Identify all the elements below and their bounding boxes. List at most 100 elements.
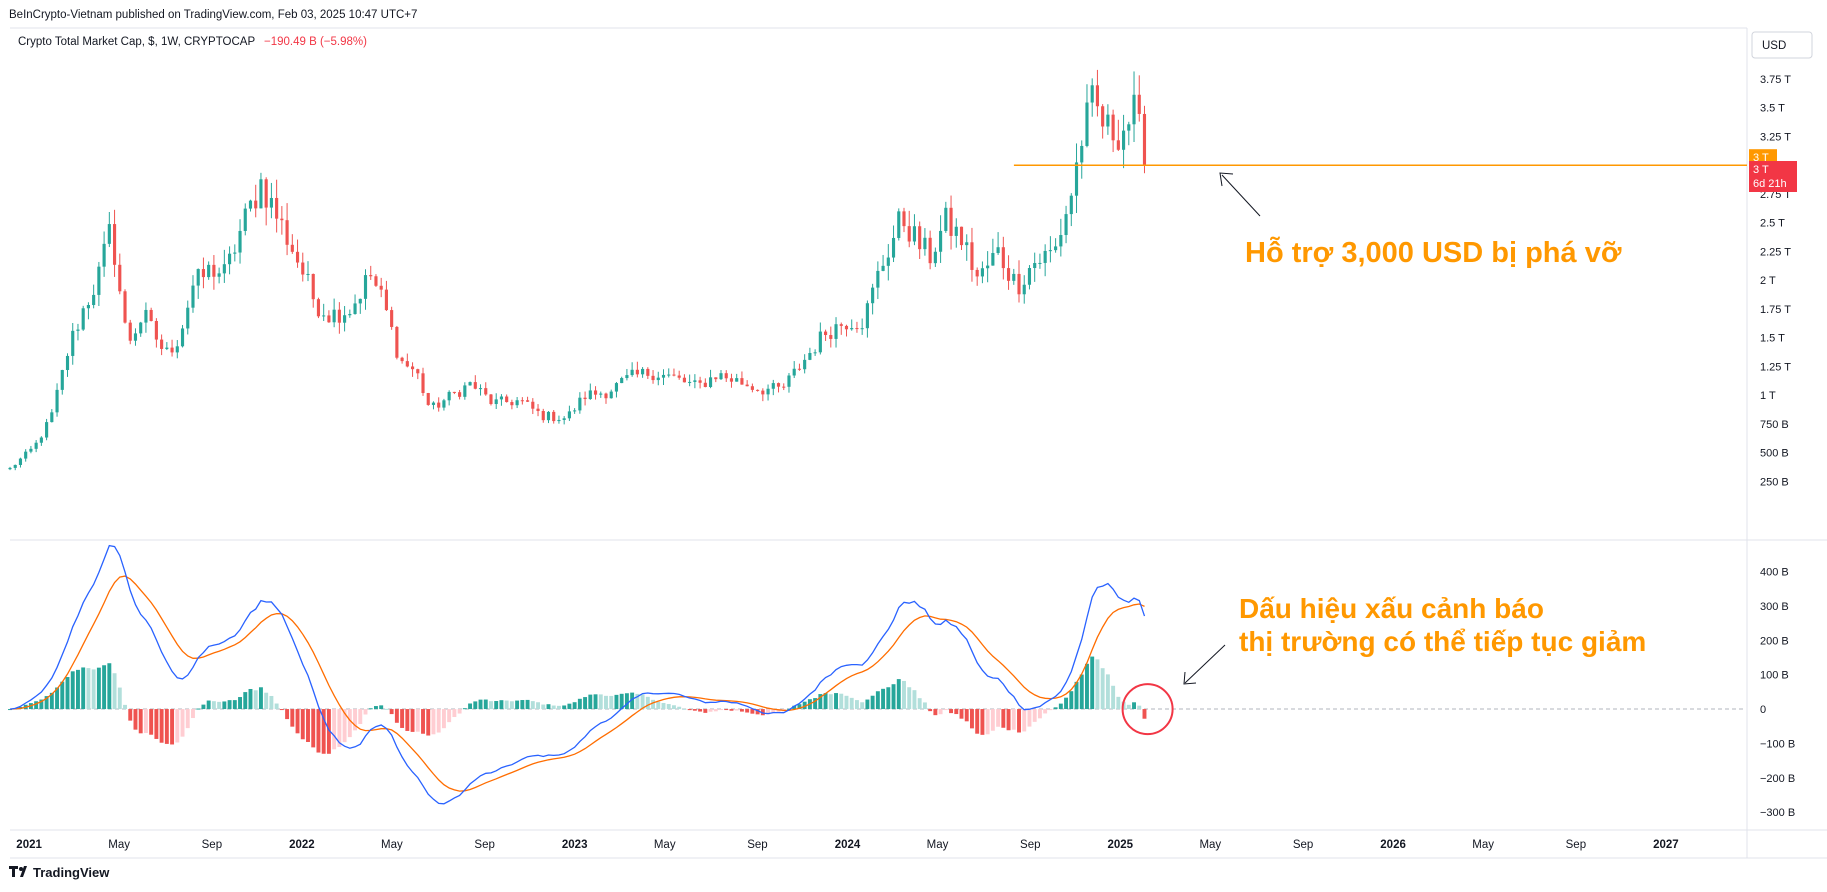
candle-body [410,366,415,370]
histogram-bar [1116,696,1121,710]
candle-body [578,397,582,411]
histogram-bar [996,709,1001,727]
histogram-bar [536,702,540,710]
histogram-bar [279,709,284,711]
histogram-bar [640,694,645,710]
last-price-label: 3 T 6d 21h [1749,161,1797,192]
candle-body [546,411,551,421]
candle-body [1116,140,1120,150]
candle-body [280,218,284,221]
time-axis[interactable]: 2021 May Sep 2022 May Sep 2023 May Sep 2024 May Sep… [16,839,1678,851]
currency-button[interactable]: USD [1751,31,1813,59]
price-axis[interactable]: 3.75 T3.5 T3.25 T2.75 T2.5 T2.25 T2 T1.7… [1760,74,1791,488]
symbol-legend[interactable]: Crypto Total Market Cap, $, 1W, CRYPTOCA… [18,36,255,48]
histogram-bar [1126,704,1131,710]
candle-body [625,375,629,379]
histogram-bar [1090,656,1095,710]
histogram-bar [928,709,933,712]
candle-body [609,391,613,399]
histogram-bar [729,709,734,711]
histogram-bar [724,709,729,711]
time-tick-label: 2027 [1653,839,1679,851]
candle-body [112,224,117,265]
histogram-bar [614,694,619,710]
candle-body [243,208,247,231]
candle-body [996,247,1000,254]
histogram-bar [489,701,493,710]
time-tick-label: 2022 [289,839,315,851]
histogram-bar [55,687,60,710]
candle-body [526,400,530,402]
price-tick-label: 750 B [1760,419,1789,431]
candle-body [452,391,456,393]
candle-body [536,408,540,412]
histogram-bar [389,709,394,715]
candle-body [745,384,749,387]
histogram-bar [426,709,431,736]
candle-body [986,265,990,269]
candle-body [499,396,504,400]
macd-annotation-line1: Dấu hiệu xấu cảnh báo [1239,593,1544,624]
histogram-bar [797,704,802,710]
candle-body [677,375,681,378]
candle-body [24,451,28,459]
histogram-bar [326,709,331,754]
histogram-bar [149,709,154,735]
histogram-bar [316,709,321,753]
candle-body [771,383,775,389]
candle-body [933,251,937,264]
candle-body [494,399,498,405]
candle-body [107,224,111,244]
macd-arrow-line [1184,644,1226,684]
histogram-bar [462,708,467,710]
histogram-bar [300,709,305,740]
histogram-bar [191,709,195,719]
candle-body [1054,246,1058,251]
time-tick-label: May [1199,839,1221,851]
histogram-bar [415,709,420,732]
candle-body [1074,162,1079,196]
candle-body [944,207,948,231]
histogram-bar [1017,709,1021,733]
candle-body [724,373,728,379]
histogram-bar [96,667,101,710]
candle-body [792,368,796,376]
histogram-bar [295,709,300,734]
histogram-bar [959,709,964,719]
candle-body [128,322,132,341]
time-tick-label: May [381,839,403,851]
histogram-bar [520,700,525,710]
histogram-bar [353,709,358,731]
histogram-bar [117,687,122,710]
candle-body [782,386,786,388]
candle-body [876,270,880,288]
price-tick-label: 1.5 T [1760,333,1785,345]
histogram-bar [421,709,425,734]
histogram-bar [143,709,148,734]
candle-body [421,373,425,394]
candle-body [1069,195,1073,215]
tradingview-logo[interactable]: TradingView [9,865,110,880]
candle-body [620,378,624,384]
histogram-bar [546,704,551,710]
candle-body [71,330,75,356]
candle-body [1059,235,1063,247]
candle-body [656,377,660,381]
histogram-bar [604,695,608,710]
histogram-bar [258,687,263,710]
macd-tick-label: 400 B [1760,566,1789,578]
time-tick-label: Sep [747,839,767,851]
histogram-bar [128,709,133,721]
histogram-bar [1058,703,1063,710]
histogram-bar [478,699,483,710]
histogram-bar [201,704,206,710]
histogram-bar [860,702,865,710]
candle-body [275,197,279,219]
candle-body [886,257,890,266]
histogram-bar [217,701,222,710]
histogram-bar [504,700,509,710]
candle-body [343,315,347,323]
candle-body [447,391,451,401]
currency-button-label[interactable]: USD [1762,40,1786,52]
support-annotation-text: Hỗ trợ 3,000 USD bị phá vỡ [1245,235,1622,269]
